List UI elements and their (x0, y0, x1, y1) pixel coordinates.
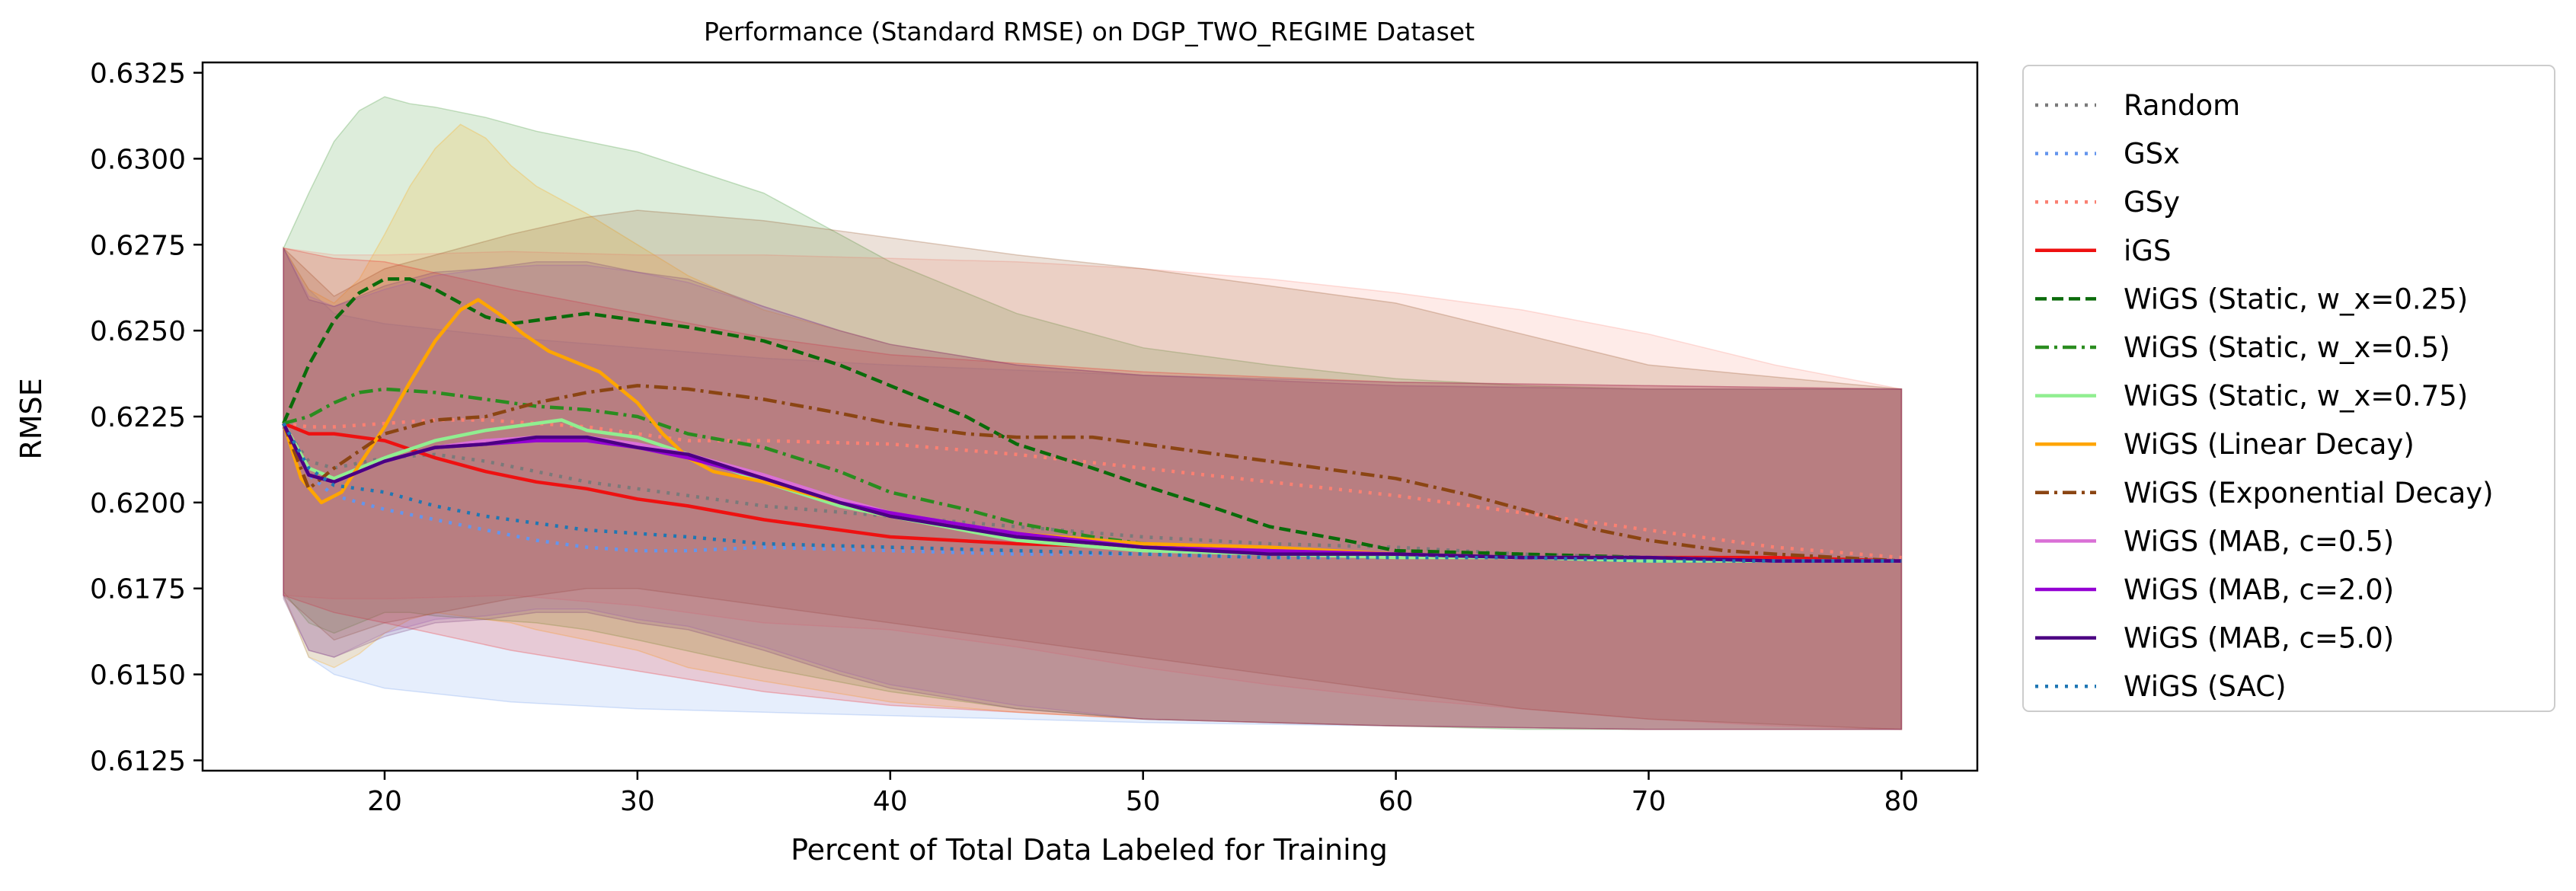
y-tick-label: 0.6125 (90, 746, 186, 777)
legend-label-wigs-exponential-decay: WiGS (Exponential Decay) (2124, 477, 2494, 509)
confidence-band-3 (283, 123, 1903, 730)
series-lines (282, 277, 1902, 563)
y-tick-label: 0.6200 (90, 488, 186, 519)
legend-label-wigs-mab-c-2-0: WiGS (MAB, c=2.0) (2124, 573, 2394, 606)
legend-label-wigs-static-w-x-0-75: WiGS (Static, w_x=0.75) (2124, 380, 2468, 413)
y-axis-label: RMSE (14, 378, 48, 459)
legend: Random GSx GSy iGS WiGS (Static, w_x=0.25) Wi… (2022, 65, 2555, 712)
y-tick-label: 0.6275 (90, 230, 186, 261)
confidence-band-2 (283, 96, 1903, 730)
legend-box (2022, 65, 2555, 712)
x-tick-label: 40 (873, 786, 908, 817)
confidence-band-4 (283, 247, 1903, 730)
confidence-band-8 (283, 248, 1903, 730)
y-tick-label: 0.6250 (90, 316, 186, 347)
x-tick-label: 80 (1884, 786, 1919, 817)
legend-label-wigs-static-w-x-0-25: WiGS (Static, w_x=0.25) (2124, 283, 2468, 315)
y-tick-label: 0.6225 (90, 402, 186, 433)
x-tick-label: 70 (1632, 786, 1667, 817)
legend-label-gsy: GSy (2124, 186, 2180, 219)
series-line-gsx (282, 423, 1902, 563)
series-line-wigs-static-w-x-0-25 (282, 277, 1902, 563)
series-line-gsy (283, 418, 1902, 560)
y-tick-label: 0.6325 (90, 59, 186, 90)
chart-title: Performance (Standard RMSE) on DGP_TWO_R… (704, 17, 1475, 46)
confidence-band-6 (283, 247, 1903, 730)
legend-label-wigs-mab-c-0-5: WiGS (MAB, c=0.5) (2124, 525, 2394, 557)
legend-label-igs: iGS (2124, 235, 2171, 267)
x-tick-label: 60 (1379, 786, 1414, 817)
confidence-band-7 (283, 248, 1903, 730)
y-tick-label: 0.6175 (90, 574, 186, 605)
legend-label-gsx: GSx (2124, 138, 2180, 171)
y-tick-label: 0.6300 (90, 144, 186, 175)
confidence-bands (283, 96, 1903, 730)
legend-label-wigs-sac: WiGS (SAC) (2124, 670, 2287, 703)
x-tick-label: 30 (620, 786, 655, 817)
legend-label-wigs-linear-decay: WiGS (Linear Decay) (2124, 428, 2415, 461)
y-tick-label: 0.6150 (90, 660, 186, 691)
axes: 20 30 40 50 60 70 80 0.6125 0.6150 0.6175 0.6200 0.… (90, 59, 1979, 817)
x-axis-label: Percent of Total Data Labeled for Traini… (791, 833, 1388, 867)
series-line-wigs-mab-c-5-0 (282, 423, 1902, 563)
series-line-wigs-exponential-decay (282, 384, 1902, 563)
legend-label-random: Random (2124, 89, 2240, 122)
legend-label-wigs-static-w-x-0-5: WiGS (Static, w_x=0.5) (2124, 331, 2450, 364)
x-tick-label: 20 (367, 786, 402, 817)
confidence-band-1 (283, 246, 1903, 730)
x-tick-label: 50 (1126, 786, 1161, 817)
legend-label-wigs-mab-c-5-0: WiGS (MAB, c=5.0) (2124, 622, 2394, 655)
